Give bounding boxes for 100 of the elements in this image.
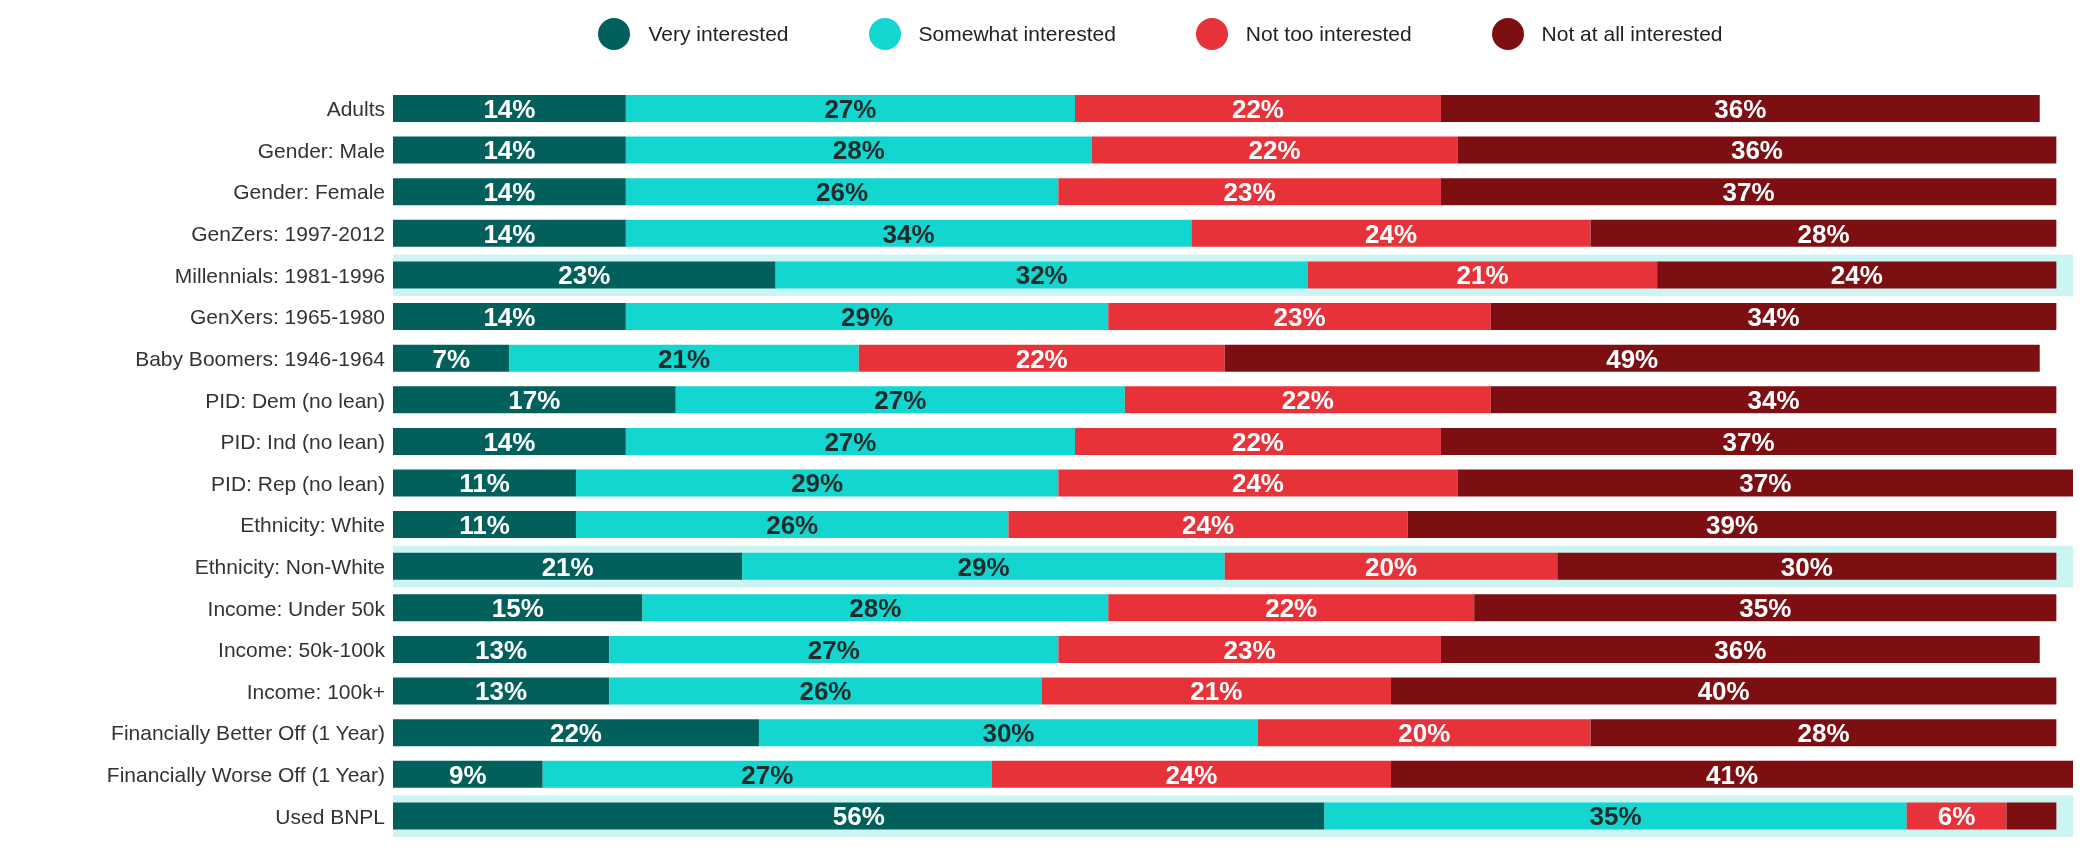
data-label: 22% <box>1231 93 1284 124</box>
data-label: 30% <box>982 718 1035 749</box>
data-label: 15% <box>491 593 544 624</box>
bar <box>1490 303 2057 331</box>
y-tick-label: Income: 100k+ <box>246 679 385 703</box>
data-label: 28% <box>1797 718 1850 749</box>
data-label: 34% <box>1747 385 1800 416</box>
data-label: 24% <box>1231 468 1284 499</box>
data-label: 26% <box>799 676 852 707</box>
bar <box>393 303 626 331</box>
bar <box>1224 344 2040 372</box>
bar <box>1058 469 1458 497</box>
data-label: 23% <box>1273 301 1326 332</box>
data-label: 22% <box>549 718 602 749</box>
data-label: 24% <box>1182 509 1235 540</box>
bar <box>1124 386 1491 414</box>
bar <box>1058 635 1441 663</box>
bar <box>758 719 1258 747</box>
bar <box>393 760 543 788</box>
data-label: 35% <box>1589 801 1642 832</box>
bar <box>991 760 1392 788</box>
data-label: 28% <box>849 593 902 624</box>
bar <box>625 219 1192 247</box>
data-label: 23% <box>558 260 611 291</box>
data-label: 27% <box>874 385 927 416</box>
y-tick-label: PID: Dem (no lean) <box>205 388 385 412</box>
bar <box>1440 178 2057 206</box>
bar <box>1041 677 1392 705</box>
bar <box>542 760 992 788</box>
bar <box>625 95 1075 122</box>
bar <box>1440 95 2040 122</box>
data-label: 14% <box>483 93 536 124</box>
bar <box>393 635 610 663</box>
data-label: 39% <box>1705 509 1759 540</box>
y-tick-label: Financially Better Off (1 Year) <box>111 721 385 745</box>
data-label: 22% <box>1265 593 1318 624</box>
bar <box>625 178 1059 206</box>
bar <box>393 136 626 164</box>
data-label: 29% <box>791 468 844 499</box>
bar <box>393 427 626 455</box>
data-label: 37% <box>1722 426 1775 457</box>
data-label: 13% <box>475 634 528 665</box>
data-label: 21% <box>1190 676 1243 707</box>
bar <box>742 552 1225 580</box>
bar <box>1191 219 1591 247</box>
bar <box>609 677 1042 705</box>
data-label: 56% <box>832 801 885 832</box>
data-label: 11% <box>459 468 510 499</box>
data-label: 20% <box>1398 718 1451 749</box>
y-tick-label: GenXers: 1965-1980 <box>190 305 385 329</box>
bar <box>1407 511 2057 539</box>
data-label: 24% <box>1165 759 1218 790</box>
bar <box>1391 677 2057 705</box>
bar <box>1074 427 1441 455</box>
y-tick-label: Ethnicity: White <box>240 513 385 537</box>
data-label: 14% <box>483 177 536 208</box>
bar <box>1440 427 2057 455</box>
bar <box>393 802 1325 830</box>
bar <box>1474 594 2057 622</box>
bar <box>1257 719 1591 747</box>
bar <box>609 635 1059 663</box>
bar <box>1457 469 2073 497</box>
bar <box>1058 178 1441 206</box>
data-label: 21% <box>658 343 711 374</box>
y-tick-label: Ethnicity: Non-White <box>194 554 385 578</box>
data-label: 28% <box>1797 218 1850 249</box>
data-label: 23% <box>1223 634 1276 665</box>
legend-label: Not at all interested <box>1541 22 1723 46</box>
bar <box>393 719 759 747</box>
bar <box>393 677 610 705</box>
legend-label: Somewhat interested <box>918 22 1116 46</box>
bar <box>393 469 576 497</box>
bar <box>1657 261 2057 289</box>
bar <box>1324 802 1907 830</box>
data-label: 49% <box>1606 343 1659 374</box>
y-tick-label: PID: Rep (no lean) <box>211 471 385 495</box>
y-tick-label: Adults <box>326 97 385 121</box>
bar <box>1457 136 2057 164</box>
data-label: 7% <box>432 343 471 374</box>
data-label: 22% <box>1231 426 1284 457</box>
y-tick-label: PID: Ind (no lean) <box>220 430 385 454</box>
y-tick-label: Millennials: 1981-1996 <box>174 263 385 287</box>
y-tick-label: Gender: Female <box>233 180 385 204</box>
bar <box>858 344 1225 372</box>
data-label: 36% <box>1730 135 1783 166</box>
data-label: 27% <box>807 634 860 665</box>
data-label: 22% <box>1281 385 1334 416</box>
data-label: 9% <box>449 759 487 790</box>
data-label: 6% <box>1937 801 1976 832</box>
bar <box>2006 802 2057 830</box>
bar <box>642 594 1109 622</box>
data-label: 26% <box>816 177 869 208</box>
legend-label: Not too interested <box>1245 22 1412 46</box>
bar <box>393 386 676 414</box>
y-tick-label: Financially Worse Off (1 Year) <box>106 763 385 787</box>
bar <box>509 344 859 372</box>
y-tick-label: Baby Boomers: 1946-1964 <box>135 346 386 370</box>
bar <box>1091 136 1458 164</box>
data-label: 37% <box>1739 468 1792 499</box>
y-tick-label: Income: Under 50k <box>207 596 386 620</box>
